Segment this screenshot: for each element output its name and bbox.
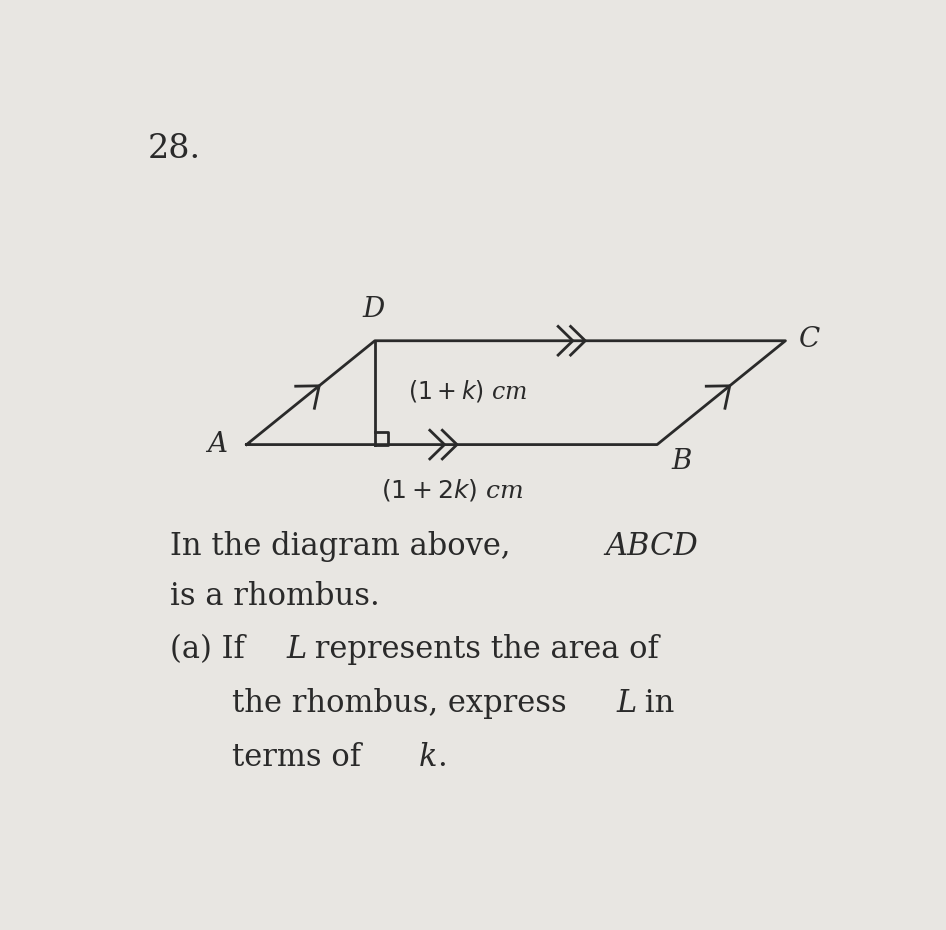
Text: ABCD: ABCD	[605, 530, 699, 562]
Text: represents the area of: represents the area of	[306, 634, 659, 665]
Text: is a rhombus.: is a rhombus.	[169, 580, 379, 612]
Text: A: A	[207, 432, 227, 458]
Text: in: in	[635, 688, 674, 719]
Text: L: L	[287, 634, 307, 665]
Text: $(1 + k)$ cm: $(1 + k)$ cm	[408, 378, 528, 404]
Text: B: B	[672, 448, 692, 475]
Text: 28.: 28.	[148, 133, 201, 166]
Text: (a) If: (a) If	[169, 634, 254, 665]
Text: .: .	[437, 742, 447, 773]
Text: k: k	[419, 742, 437, 773]
Text: D: D	[362, 296, 384, 323]
Text: $(1 + 2k)$ cm: $(1 + 2k)$ cm	[380, 477, 523, 503]
Text: the rhombus, express: the rhombus, express	[232, 688, 576, 719]
Text: terms of: terms of	[232, 742, 371, 773]
Text: C: C	[798, 326, 820, 352]
Text: In the diagram above,: In the diagram above,	[169, 530, 519, 562]
Text: L: L	[617, 688, 637, 719]
